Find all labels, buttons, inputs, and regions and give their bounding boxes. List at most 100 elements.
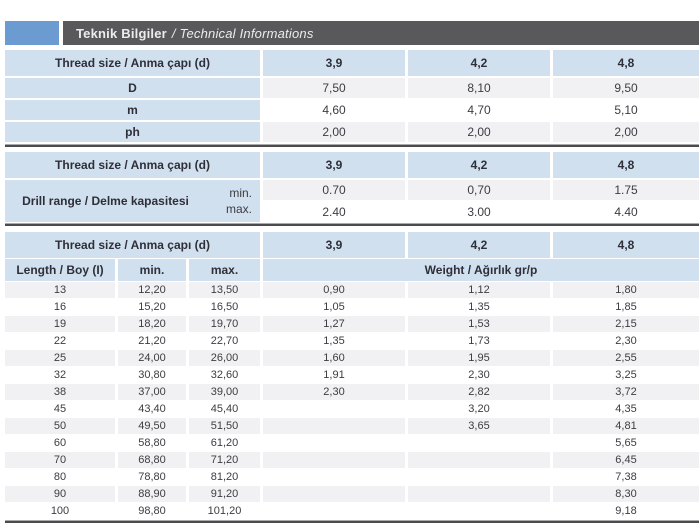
weight-value [408, 503, 550, 519]
table-bottom-rule [5, 223, 699, 226]
length-value: 32 [5, 367, 115, 383]
weight-value: 1,80 [553, 282, 699, 298]
weight-value: 2,82 [408, 384, 550, 400]
dimension-row-label: m [5, 100, 260, 120]
min-value: 58,80 [118, 435, 186, 451]
weight-value: 1,53 [408, 316, 550, 332]
drill-range-minmax-labels: min. max. [206, 186, 260, 216]
accent-square [5, 21, 59, 45]
weight-value: 9,18 [553, 503, 699, 519]
weight-value: 3,65 [408, 418, 550, 434]
length-value: 25 [5, 350, 115, 366]
min-value: 21,20 [118, 333, 186, 349]
length-value: 100 [5, 503, 115, 519]
weight-value: 7,38 [553, 469, 699, 485]
thread-size-4-8: 4,8 [553, 152, 699, 178]
min-header: min. [118, 259, 186, 281]
length-value: 38 [5, 384, 115, 400]
dimension-value: 4,70 [408, 100, 550, 120]
length-value: 50 [5, 418, 115, 434]
max-value: 91,20 [189, 486, 260, 502]
thread-size-3-9: 3,9 [263, 232, 405, 258]
drill-range-label-cell: Drill range / Delme kapasitesi min. max. [5, 180, 260, 222]
dimensions-table: Thread size / Anma çapı (d) 3,9 4,2 4,8 … [5, 50, 699, 142]
length-value: 45 [5, 401, 115, 417]
min-value: 37,00 [118, 384, 186, 400]
thread-size-header: Thread size / Anma çapı (d) [5, 50, 260, 76]
max-value: 26,00 [189, 350, 260, 366]
dimension-row-label: ph [5, 122, 260, 142]
min-value: 30,80 [118, 367, 186, 383]
thread-size-3-9: 3,9 [263, 152, 405, 178]
weight-value [263, 435, 405, 451]
weight-value [408, 452, 550, 468]
weight-value [263, 401, 405, 417]
length-value: 13 [5, 282, 115, 298]
table-bottom-rule [5, 520, 699, 523]
weight-value [263, 452, 405, 468]
weight-value [408, 486, 550, 502]
length-value: 80 [5, 469, 115, 485]
weight-value [263, 418, 405, 434]
section-title-turkish: Teknik Bilgiler [76, 25, 167, 41]
dimension-row-label: D [5, 78, 260, 98]
max-value: 16,50 [189, 299, 260, 315]
drill-min-value: 0.70 [263, 180, 405, 200]
dimension-value: 5,10 [553, 100, 699, 120]
weight-value: 1,73 [408, 333, 550, 349]
section-title: Teknik Bilgiler / Technical Informations [63, 21, 699, 45]
max-value: 81,20 [189, 469, 260, 485]
weight-value: 8,30 [553, 486, 699, 502]
max-value: 22,70 [189, 333, 260, 349]
weight-value: 1,35 [408, 299, 550, 315]
min-value: 12,20 [118, 282, 186, 298]
weight-value: 2,30 [553, 333, 699, 349]
min-value: 15,20 [118, 299, 186, 315]
weight-value: 4,35 [553, 401, 699, 417]
length-value: 19 [5, 316, 115, 332]
weight-value: 1,05 [263, 299, 405, 315]
weight-value: 1,60 [263, 350, 405, 366]
weight-value: 2,30 [263, 384, 405, 400]
length-value: 16 [5, 299, 115, 315]
thread-size-4-2: 4,2 [408, 152, 550, 178]
weight-value: 1,95 [408, 350, 550, 366]
min-value: 49,50 [118, 418, 186, 434]
weight-value: 2,30 [408, 367, 550, 383]
max-value: 61,20 [189, 435, 260, 451]
dimension-value: 8,10 [408, 78, 550, 98]
dimension-value: 9,50 [553, 78, 699, 98]
max-value: 39,00 [189, 384, 260, 400]
drill-range-table-wrap: Thread size / Anma çapı (d) 3,9 4,2 4,8 … [5, 152, 699, 226]
dimension-value: 2,00 [263, 122, 405, 142]
min-value: 98,80 [118, 503, 186, 519]
drill-max-value: 4.40 [553, 202, 699, 222]
weight-value [408, 469, 550, 485]
drill-max-value: 2.40 [263, 202, 405, 222]
weight-value: 3,25 [553, 367, 699, 383]
drill-range-label: Drill range / Delme kapasitesi [22, 194, 189, 208]
table-bottom-rule [5, 144, 699, 147]
dimension-value: 2,00 [408, 122, 550, 142]
max-label: max. [225, 202, 252, 216]
thread-size-4-8: 4,8 [553, 50, 699, 76]
length-value: 70 [5, 452, 115, 468]
title-bar: Teknik Bilgiler / Technical Informations [5, 21, 699, 45]
weight-value: 1,27 [263, 316, 405, 332]
weight-value: 1,35 [263, 333, 405, 349]
min-value: 43,40 [118, 401, 186, 417]
weight-value [263, 469, 405, 485]
weight-value: 1,91 [263, 367, 405, 383]
min-label: min. [229, 186, 252, 200]
thread-size-3-9: 3,9 [263, 50, 405, 76]
length-header: Length / Boy (I) [5, 259, 115, 281]
weight-value [263, 503, 405, 519]
drill-max-value: 3.00 [408, 202, 550, 222]
drill-range-table: Thread size / Anma çapı (d) 3,9 4,2 4,8 … [5, 152, 699, 222]
max-value: 19,70 [189, 316, 260, 332]
max-value: 13,50 [189, 282, 260, 298]
length-value: 60 [5, 435, 115, 451]
thread-size-4-2: 4,2 [408, 50, 550, 76]
dimension-value: 4,60 [263, 100, 405, 120]
length-weight-table-wrap: Thread size / Anma çapı (d) 3,9 4,2 4,8 … [5, 232, 699, 523]
